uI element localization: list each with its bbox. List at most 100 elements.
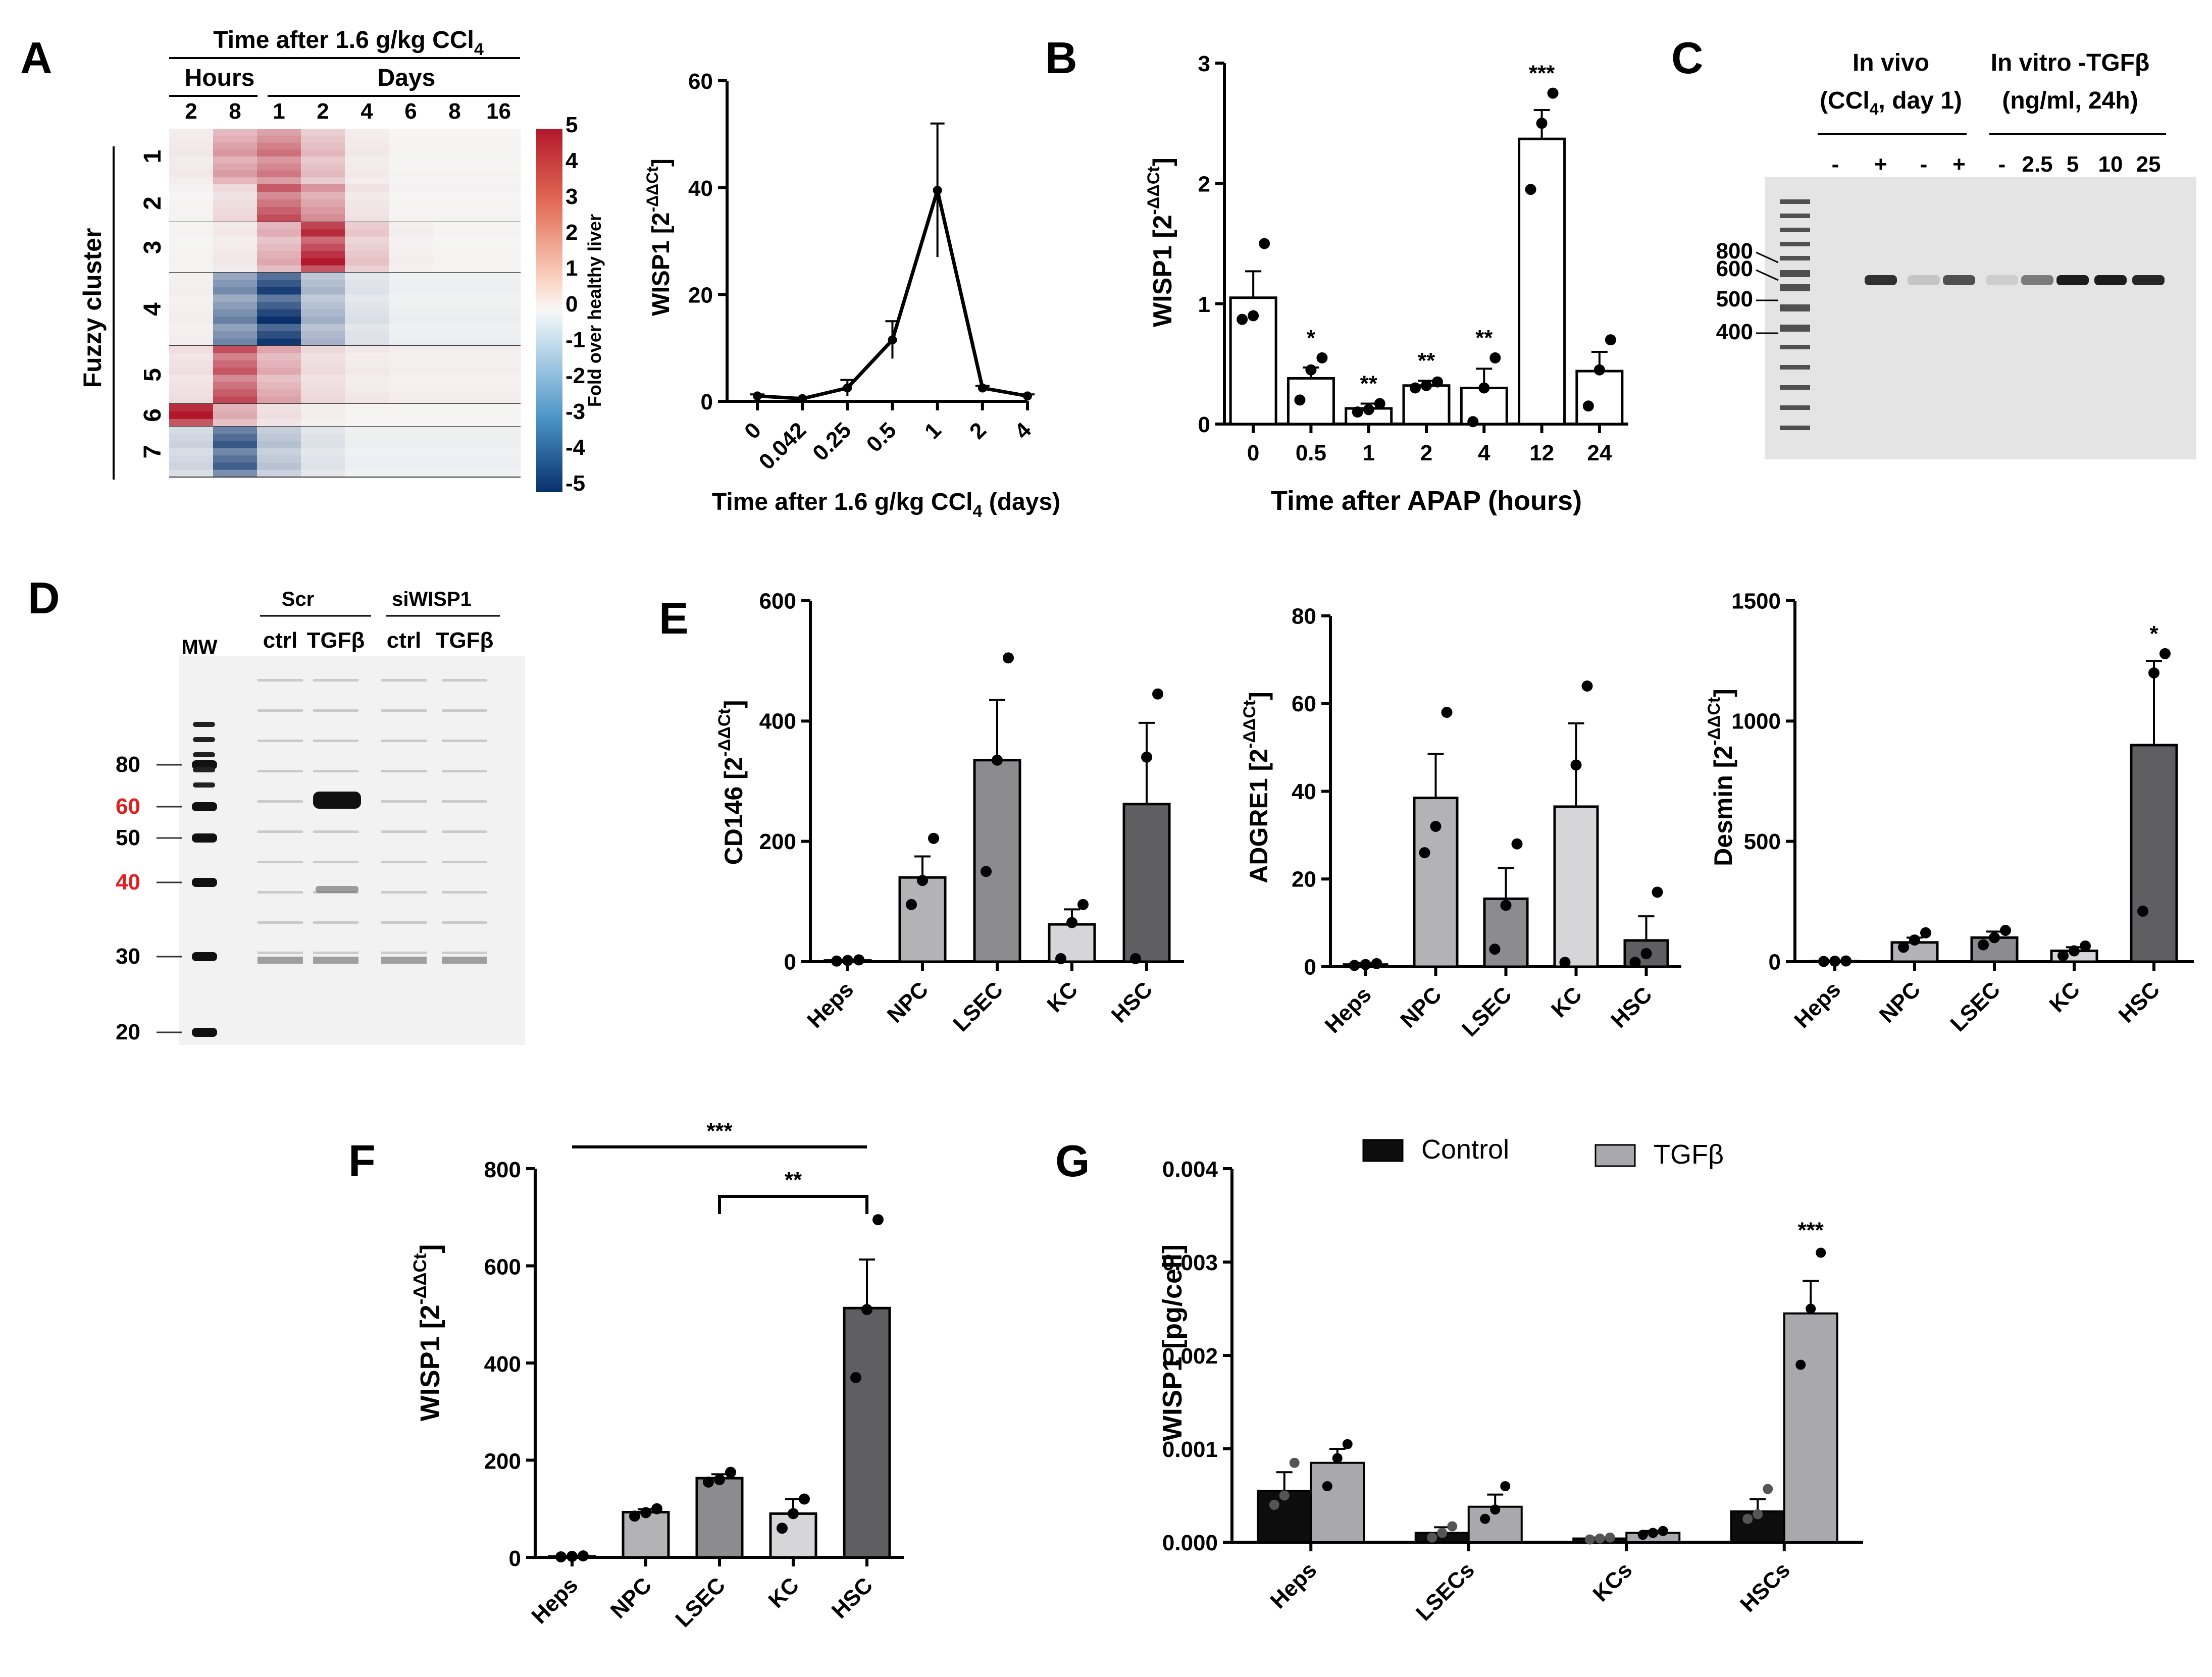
heatmap-cell (257, 163, 301, 171)
blot-ladder-band (193, 752, 215, 757)
colorbar-tick: 2 (565, 220, 578, 245)
heatmap-cell (301, 404, 345, 412)
heatmap-cell (169, 258, 214, 266)
heatmap-cell (301, 258, 345, 266)
heatmap-cell (169, 192, 214, 200)
gel-lane-label: - (1832, 152, 1839, 177)
heatmap-cell (477, 229, 521, 237)
bar-b-data-point (1536, 118, 1548, 129)
colorbar-tick: 3 (565, 184, 578, 209)
heatmap-cell (389, 382, 433, 390)
heatmap-cell (213, 156, 258, 164)
heatmap-cell (301, 324, 345, 332)
heatmap-cell (433, 156, 477, 164)
heatmap-cell (477, 265, 521, 273)
e3-x-tick-label: NPC (1875, 977, 1925, 1027)
heatmap-cell (345, 199, 389, 207)
blot-background-band (313, 709, 358, 712)
blot-lane-label: TGFβ (307, 628, 365, 653)
heatmap-cell (169, 448, 214, 456)
heatmap-cell (169, 441, 214, 449)
heatmap-cell (213, 389, 258, 397)
blot-background-band (313, 740, 358, 742)
heatmap-cell (301, 199, 345, 207)
blot-background-band (381, 830, 427, 833)
gel-band (2056, 275, 2089, 285)
bar-b-x-tick-label: 1 (1362, 441, 1374, 465)
bar-b-data-point (1305, 364, 1317, 376)
heatmap-cell (389, 462, 433, 470)
f-data-point (555, 1551, 567, 1563)
e3-data-point (2069, 945, 2080, 957)
heatmap-cell (477, 170, 521, 178)
line-a-y-tick-label: 40 (688, 176, 713, 201)
heatmap-cell (301, 142, 345, 150)
heatmap-cell (213, 455, 258, 463)
e1-x-tick-label: LSEC (948, 977, 1008, 1036)
g-bar (1783, 1312, 1838, 1543)
heatmap-cell (477, 236, 521, 244)
blot-marker-label: 60 (116, 794, 140, 819)
bar-b-bar (1518, 137, 1566, 426)
blot-background-band (313, 921, 358, 924)
heatmap-cell (345, 317, 389, 324)
heatmap-cell (213, 302, 258, 309)
heatmap-cell (257, 434, 301, 442)
f-data-point (799, 1493, 810, 1505)
g-data-point (1332, 1453, 1343, 1463)
f-data-point (788, 1508, 799, 1519)
gel-ladder-band (1780, 365, 1810, 370)
heatmap-cell (301, 389, 345, 397)
e1-data-point (992, 754, 1003, 766)
e3-y-tick-label: 1500 (1731, 589, 1781, 613)
heatmap-cell (169, 353, 214, 361)
heatmap-cell (433, 448, 477, 456)
heatmap-cell (301, 222, 345, 230)
blot-ladder-band (192, 833, 217, 843)
heatmap-cluster-label: 5 (139, 368, 166, 382)
e2-y-tick-label: 20 (1292, 867, 1316, 892)
heatmap-cell (433, 251, 477, 258)
heatmap-cell (257, 156, 301, 164)
heatmap-cell (345, 149, 389, 157)
gel-ladder-band (1780, 426, 1810, 430)
heatmap-cell (301, 382, 345, 390)
heatmap-cell (345, 389, 389, 397)
heatmap-cell (257, 338, 301, 346)
g-data-point (1342, 1439, 1353, 1449)
heatmap-cell (389, 207, 433, 215)
e1-x-tick-label: Heps (802, 977, 858, 1033)
panel-label-e: E (659, 593, 689, 643)
heatmap-cell (169, 294, 214, 302)
heatmap-cell (257, 142, 301, 150)
heatmap-col-label: 2 (185, 99, 197, 124)
blot-background-band (442, 770, 487, 772)
heatmap-cell (389, 396, 433, 404)
blot-background-band (442, 740, 487, 742)
panel-label-d: D (28, 573, 60, 623)
gel-ladder-band (1780, 214, 1810, 218)
panel-label-c: C (1671, 33, 1704, 83)
heatmap-cell (301, 149, 345, 157)
gel-ladder-pointer (1756, 269, 1779, 281)
blot-background-band (442, 861, 487, 863)
heatmap-cell (257, 170, 301, 178)
f-bar (622, 1510, 670, 1559)
heatmap-cell (433, 207, 477, 215)
heatmap-cell (169, 427, 214, 434)
heatmap-cell (213, 375, 258, 383)
heatmap-cell (213, 207, 258, 215)
heatmap-cell (301, 184, 345, 192)
bar-b-data-point (1237, 313, 1248, 325)
heatmap-cell (345, 258, 389, 266)
bar-b-y-tick-label: 3 (1198, 51, 1210, 76)
blot-background-band (381, 679, 427, 682)
bar-b-data-point (1547, 87, 1559, 99)
heatmap-cell (169, 229, 214, 237)
gel-lane-label: - (1920, 152, 1928, 177)
heatmap-cell (389, 302, 433, 309)
f-bar (843, 1306, 891, 1559)
heatmap-cell (257, 258, 301, 266)
heatmap-cluster-label: 6 (139, 408, 166, 422)
heatmap-cell (389, 184, 433, 192)
